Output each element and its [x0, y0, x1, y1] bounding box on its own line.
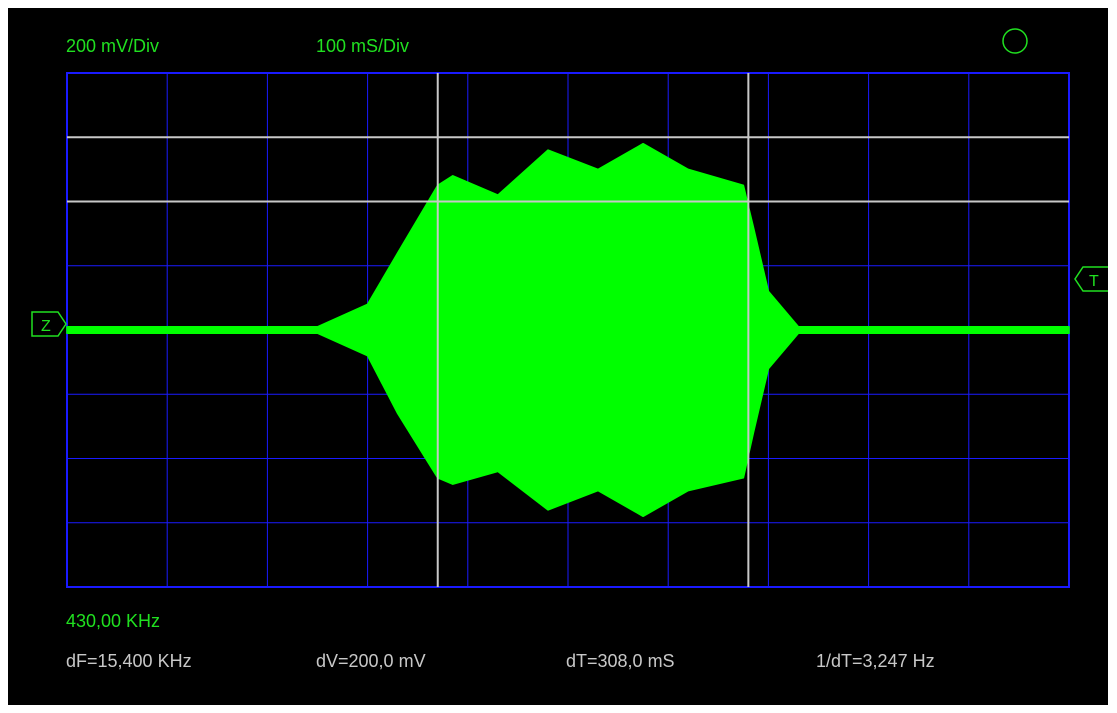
delta-time-readout: dT=308,0 mS — [566, 651, 675, 671]
trigger-level-marker[interactable]: T — [1074, 266, 1108, 292]
oscilloscope-display: Z T 200 mV/Div 100 mS/Div 430,00 KHz dF=… — [8, 8, 1108, 705]
trigger-level-marker-label: T — [1089, 273, 1099, 290]
time-per-div-label: 100 mS/Div — [316, 36, 410, 56]
zero-level-marker-label: Z — [41, 318, 51, 335]
delta-voltage-readout: dV=200,0 mV — [316, 651, 426, 671]
frequency-label: 430,00 KHz — [66, 611, 161, 631]
measurement-cursors — [67, 73, 1069, 587]
inverse-delta-time-readout: 1/dT=3,247 Hz — [816, 651, 935, 671]
scope-plot: Z T — [31, 28, 1108, 588]
signal-envelope — [66, 142, 1070, 518]
zero-level-marker[interactable]: Z — [31, 311, 67, 337]
circle-icon[interactable] — [1002, 28, 1028, 54]
channel-markers: Z T — [31, 28, 1108, 337]
delta-frequency-readout: dF=15,400 KHz — [66, 651, 192, 671]
signal-trace — [66, 142, 1070, 518]
volts-per-div-label: 200 mV/Div — [66, 36, 160, 56]
